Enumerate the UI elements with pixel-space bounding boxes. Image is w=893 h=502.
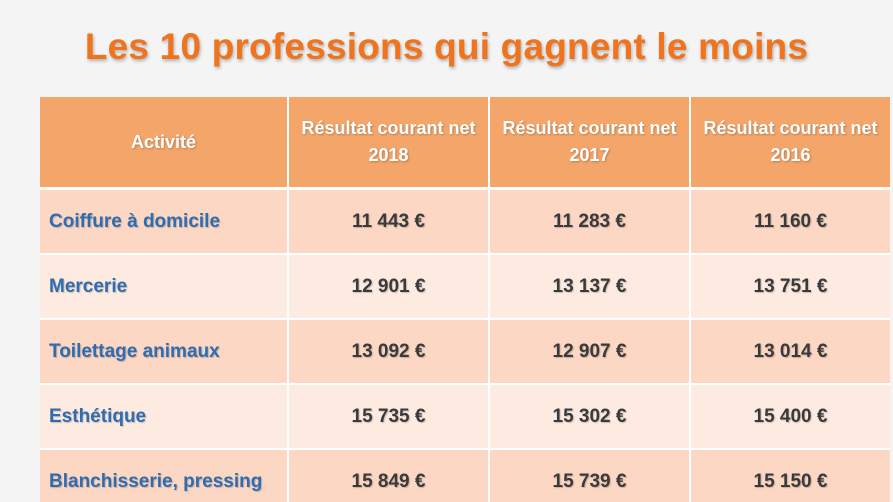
activity-cell: Toilettage animaux: [40, 319, 289, 385]
value-cell-2017: 12 907 €: [489, 319, 691, 385]
value-cell-2017: 13 137 €: [489, 254, 691, 320]
table-header-row: Activité Résultat courant net 2018 Résul…: [40, 97, 890, 190]
value-cell-2018: 15 849 €: [288, 449, 490, 502]
value-cell-2016: 11 160 €: [690, 188, 890, 255]
value-cell-2016: 15 400 €: [690, 384, 890, 450]
value-cell-2017: 15 302 €: [489, 384, 691, 450]
activity-cell: Mercerie: [40, 254, 289, 320]
value-cell-2018: 15 735 €: [288, 384, 490, 450]
value-cell-2017: 11 283 €: [489, 188, 691, 255]
table-row: Coiffure à domicile 11 443 € 11 283 € 11…: [40, 188, 890, 255]
header-net-2018: Résultat courant net 2018: [288, 97, 490, 190]
earnings-table: Activité Résultat courant net 2018 Résul…: [40, 97, 890, 502]
table-row: Toilettage animaux 13 092 € 12 907 € 13 …: [40, 319, 890, 385]
value-cell-2016: 13 751 €: [690, 254, 890, 320]
table-row: Esthétique 15 735 € 15 302 € 15 400 €: [40, 384, 890, 450]
activity-cell: Coiffure à domicile: [40, 188, 289, 255]
activity-cell: Blanchisserie, pressing: [40, 449, 289, 502]
value-cell-2018: 13 092 €: [288, 319, 490, 385]
value-cell-2016: 13 014 €: [690, 319, 890, 385]
header-activity: Activité: [40, 97, 289, 190]
activity-cell: Esthétique: [40, 384, 289, 450]
table-row: Blanchisserie, pressing 15 849 € 15 739 …: [40, 449, 890, 502]
earnings-table-container: Activité Résultat courant net 2018 Résul…: [40, 97, 890, 502]
header-net-2016: Résultat courant net 2016: [690, 97, 890, 190]
table-row: Mercerie 12 901 € 13 137 € 13 751 €: [40, 254, 890, 320]
header-net-2017: Résultat courant net 2017: [489, 97, 691, 190]
value-cell-2017: 15 739 €: [489, 449, 691, 502]
value-cell-2016: 15 150 €: [690, 449, 890, 502]
page-title: Les 10 professions qui gagnent le moins: [84, 26, 809, 67]
value-cell-2018: 11 443 €: [288, 188, 490, 255]
value-cell-2018: 12 901 €: [288, 254, 490, 320]
